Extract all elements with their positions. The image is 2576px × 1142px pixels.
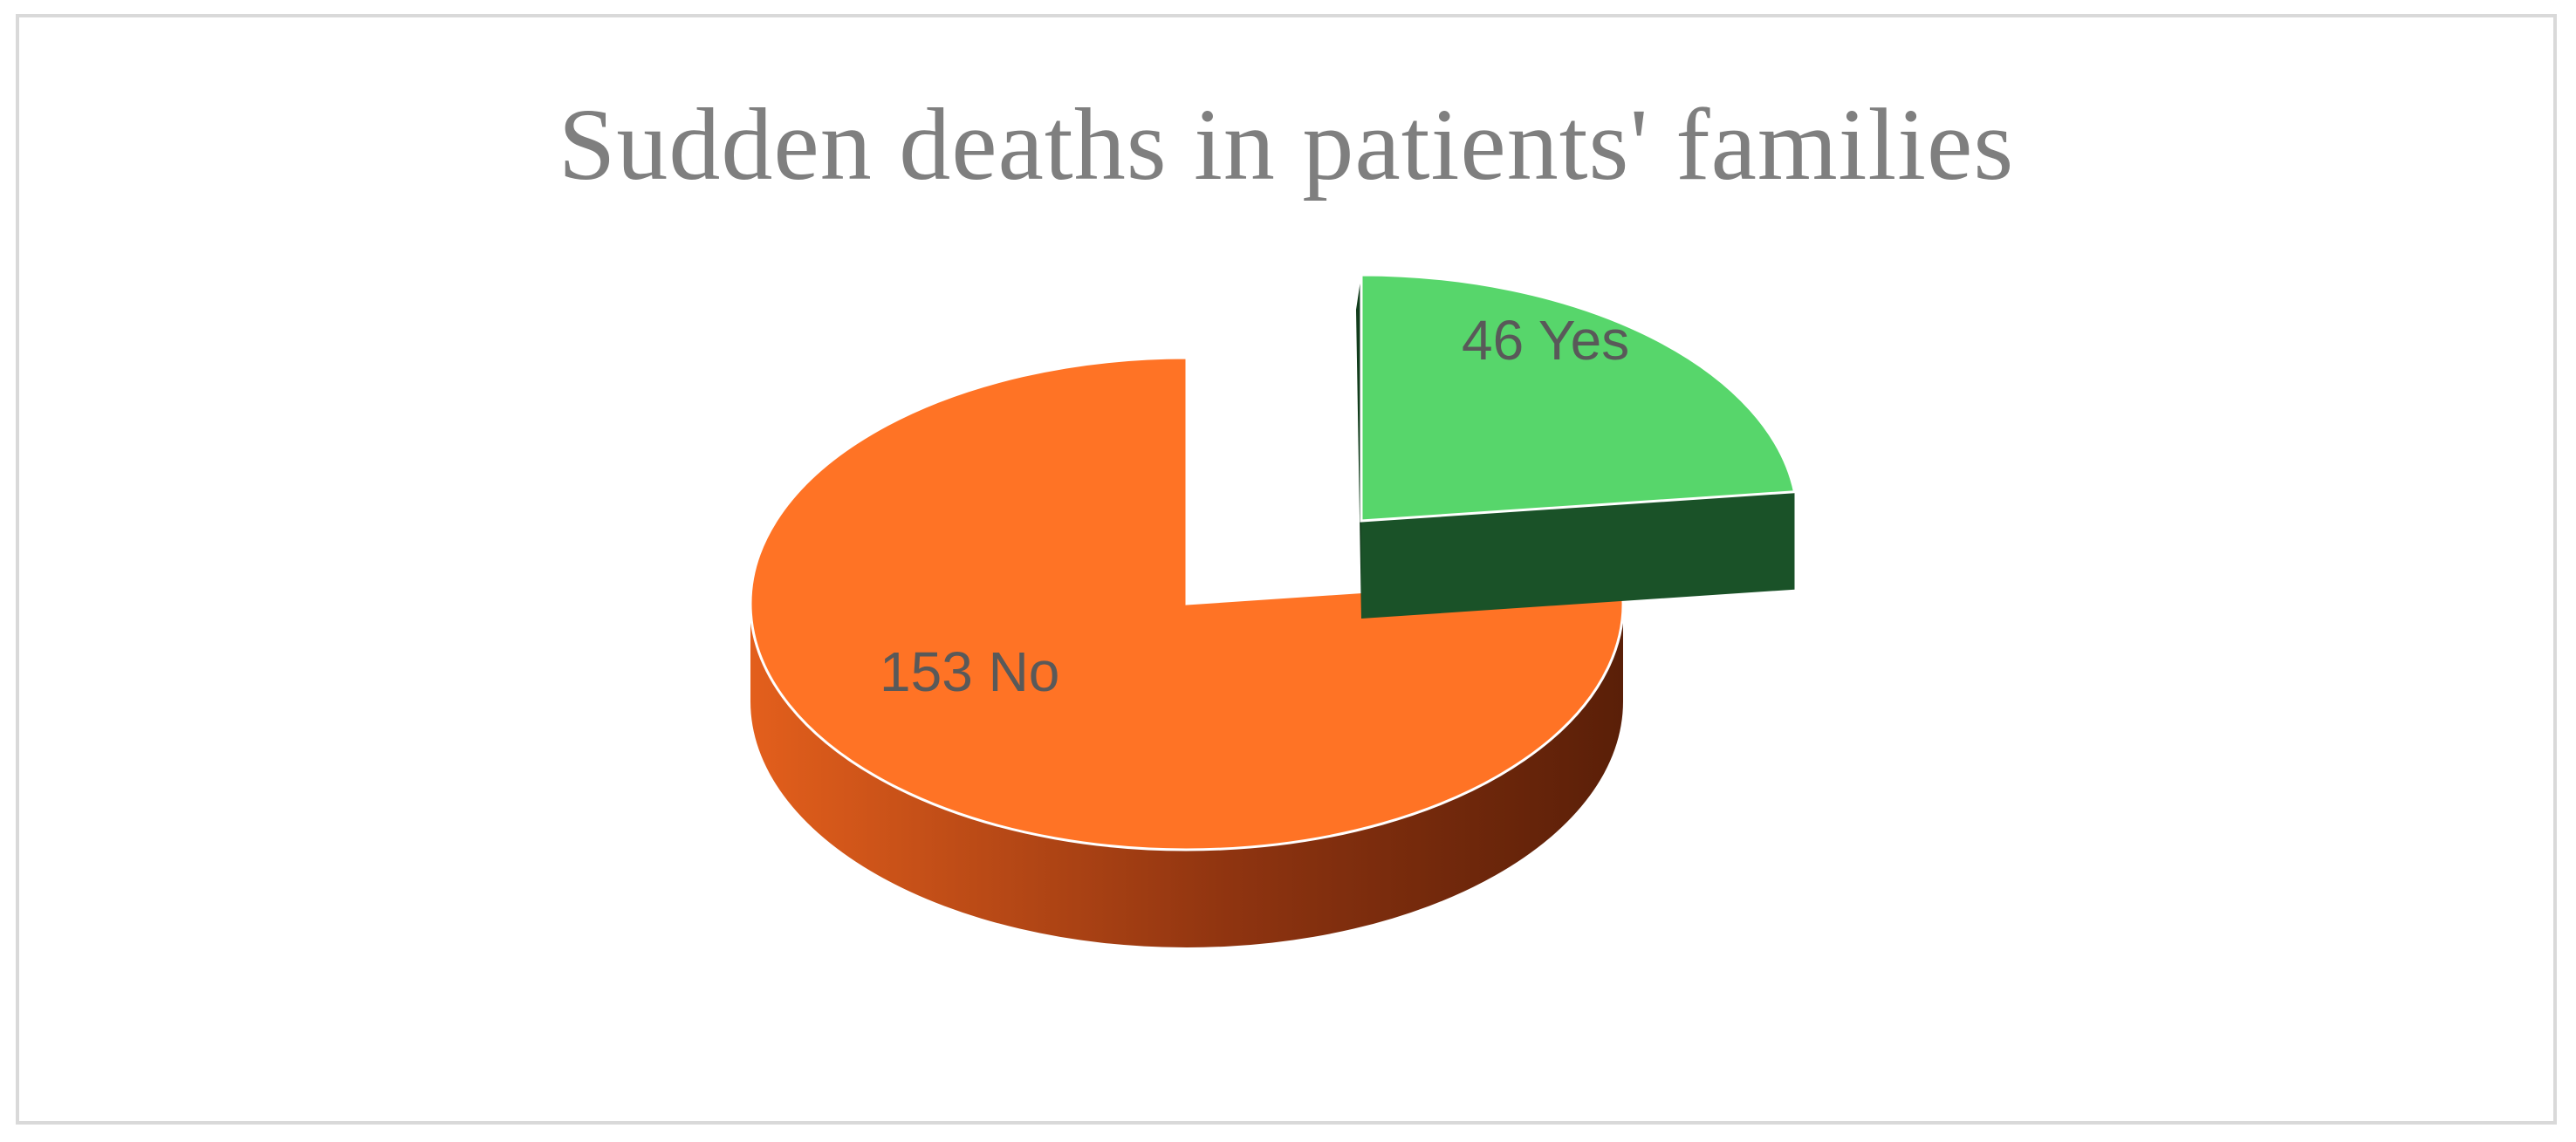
slice-yes xyxy=(1360,273,1797,523)
slice-yes-side xyxy=(1361,491,1795,619)
slice-no xyxy=(749,356,1625,851)
slice-no-side xyxy=(750,604,1623,947)
data-label-no: 153 No xyxy=(880,640,1059,703)
chart-title: Sudden deaths in patients' families xyxy=(558,87,2015,202)
data-label-yes: 46 Yes xyxy=(1462,309,1629,372)
